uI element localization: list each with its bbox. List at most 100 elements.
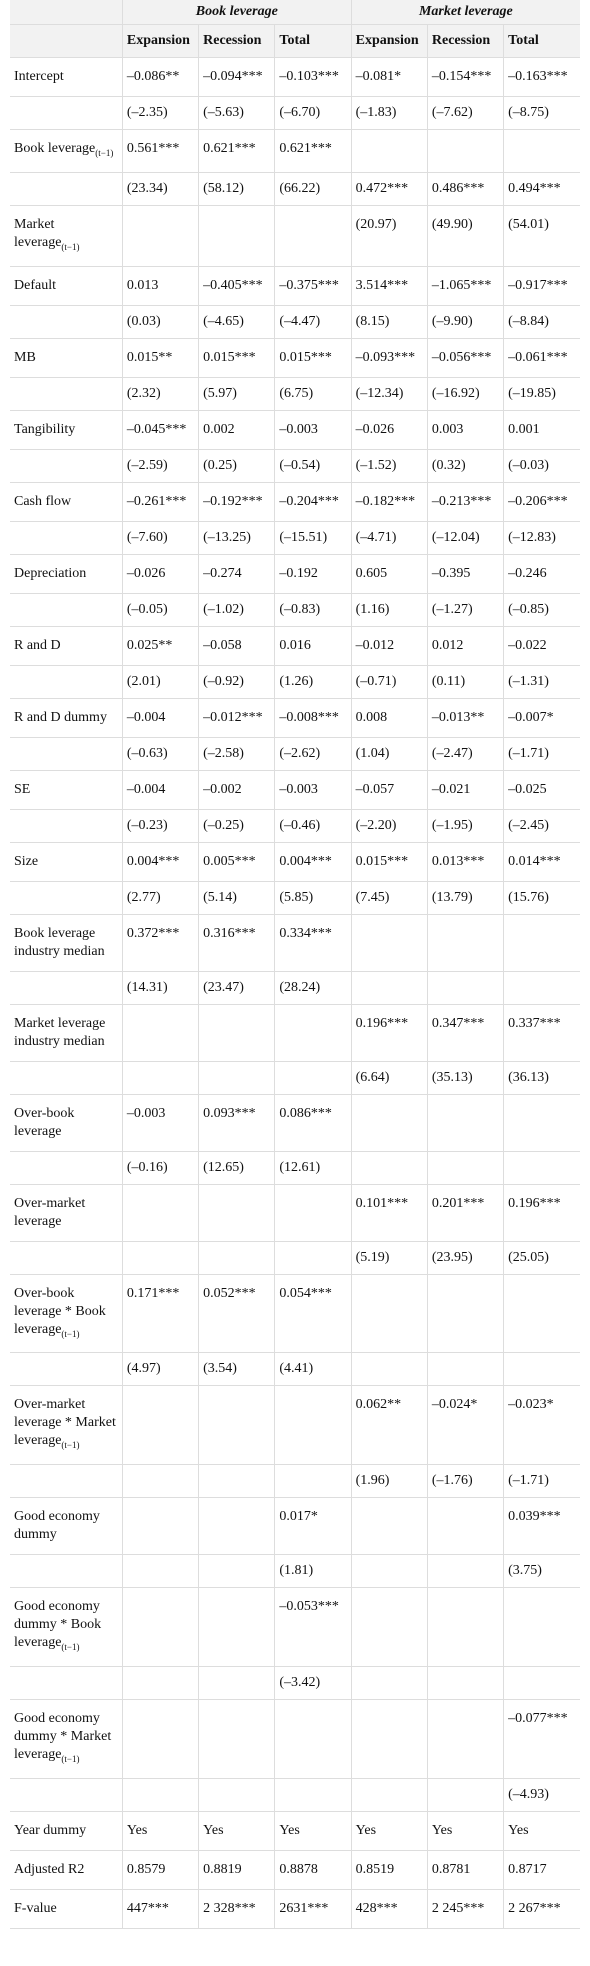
cell-value: 0.015** [126,349,173,365]
coefficient-row: MB 0.015** 0.015*** 0.015*** –0.093*** –0.056… [10,338,580,378]
cell-value: (–1.71) [508,745,549,761]
cell-value: (4.97) [126,1361,161,1377]
value-cell: (–1.71) [503,737,580,771]
coefficient-row: Over-market leverage 0.101*** 0.201*** 0.19… [10,1184,580,1242]
row-label: Intercept [10,57,123,97]
cell-value: 0.025** [126,637,173,653]
value-cell [503,1094,580,1152]
cell-value: –0.163*** [508,69,568,84]
cell-value: –0.026 [126,565,166,581]
value-cell: –0.012*** [198,698,275,738]
row-label: Depreciation [10,554,123,594]
value-cell: 0.621*** [274,129,352,173]
cell-value: –0.007* [508,709,554,725]
cell-value: –0.917*** [508,277,568,293]
cell-value: 0.196*** [508,1195,561,1211]
value-cell: 0.8878 [274,1850,352,1890]
cell-value: (20.97) [355,216,397,232]
value-cell: (58.12) [198,172,275,206]
value-cell [350,1094,428,1152]
value-cell [198,1587,275,1667]
cell-value: –0.274 [203,565,242,581]
cell-value: (–1.52) [355,457,397,473]
cell-value: –0.026 [355,421,395,437]
label-text: Market leverage industry median [14,1015,106,1049]
cell-value: –0.012 [355,637,395,653]
cell-value: –0.056*** [431,349,492,365]
value-cell: 0.003 [426,410,504,450]
value-cell: 0.014*** [503,842,580,882]
row-label [10,521,123,555]
value-cell [350,1666,428,1700]
value-cell [274,1004,352,1062]
value-cell: –0.004 [121,770,199,810]
value-cell: Yes [121,1811,199,1851]
label-subscript: (t−1) [61,241,80,252]
cell-value: –0.154*** [431,69,492,84]
value-cell [426,1274,504,1354]
cell-value: (–3.42) [279,1674,321,1690]
value-cell: (–1.27) [426,593,504,627]
value-cell: (–0.71) [350,665,428,699]
value-cell: (–1.52) [350,449,428,483]
value-cell [350,1699,428,1779]
cell-value: (3.54) [203,1361,237,1377]
row-label [10,1352,123,1387]
value-cell: 0.013 [121,266,199,306]
cell-value: (1.96) [355,1473,390,1489]
value-cell: –0.045*** [121,410,199,450]
row-label: F-value [10,1889,123,1929]
value-cell: (–2.47) [426,737,504,771]
value-cell: (–0.25) [198,809,275,843]
t-stat-row: (2.01) (–0.92) (1.26) (–0.71) (0.11) (–1.31) [10,665,580,699]
cell-value: –0.094*** [203,69,263,84]
value-cell: –0.917*** [503,266,580,306]
cell-value: (0.25) [203,457,237,473]
value-cell: –0.057 [350,770,428,810]
cell-value: (12.61) [279,1159,321,1175]
value-cell [503,1587,580,1667]
cell-value: (2.32) [126,385,161,401]
value-cell: 0.039*** [503,1497,580,1556]
label-text: Good economy dummy * Book leverage [14,1599,102,1651]
cell-value: 0.201*** [431,1195,485,1211]
cell-value: (–4.65) [203,313,244,329]
cell-value: –0.024* [431,1397,478,1413]
t-stat-row: (2.77) (5.14) (5.85) (7.45) (13.79) (15.76) [10,881,580,915]
row-label [10,665,123,699]
cell-value: (4.41) [279,1361,314,1377]
label-subscript: (t−1) [61,1641,80,1652]
cell-value: (–4.47) [279,313,321,329]
cell-value: (–1.95) [431,817,473,833]
coefficient-row: Default 0.013 –0.405*** –0.375*** 3.514*** –1… [10,266,580,306]
row-label: Over-market leverage [10,1184,123,1242]
label-subscript: (t−1) [61,1440,80,1451]
value-cell: –0.004 [121,698,199,738]
value-cell: 0.337*** [503,1004,580,1062]
label-text: Year dummy [14,1822,87,1838]
t-stat-row: (–0.16) (12.65) (12.61) [10,1151,580,1185]
value-cell: 0.062** [350,1385,428,1466]
cell-value: 0.003 [431,421,464,437]
value-cell: (–3.42) [274,1666,352,1700]
cell-value: (–2.20) [355,817,397,833]
cell-value: 0.062** [355,1397,402,1413]
label-text: F-value [14,1900,57,1916]
cell-value: (5.19) [355,1249,390,1265]
value-cell [503,1666,580,1700]
cell-value: (23.34) [126,180,168,196]
value-cell [121,1497,199,1556]
value-cell: –0.192*** [198,482,275,522]
cell-value: 0.621*** [279,141,332,156]
value-cell: (–12.83) [503,521,580,555]
value-cell: (–0.92) [198,665,275,699]
value-cell: –0.206*** [503,482,580,522]
value-cell: 0.025** [121,626,199,666]
value-cell: (2.32) [121,377,199,411]
label-text: Intercept [14,69,64,84]
cell-value: 0.005*** [203,853,256,869]
column-header: Total [503,24,580,58]
value-cell: (–16.92) [426,377,504,411]
value-cell: (3.75) [503,1554,580,1589]
